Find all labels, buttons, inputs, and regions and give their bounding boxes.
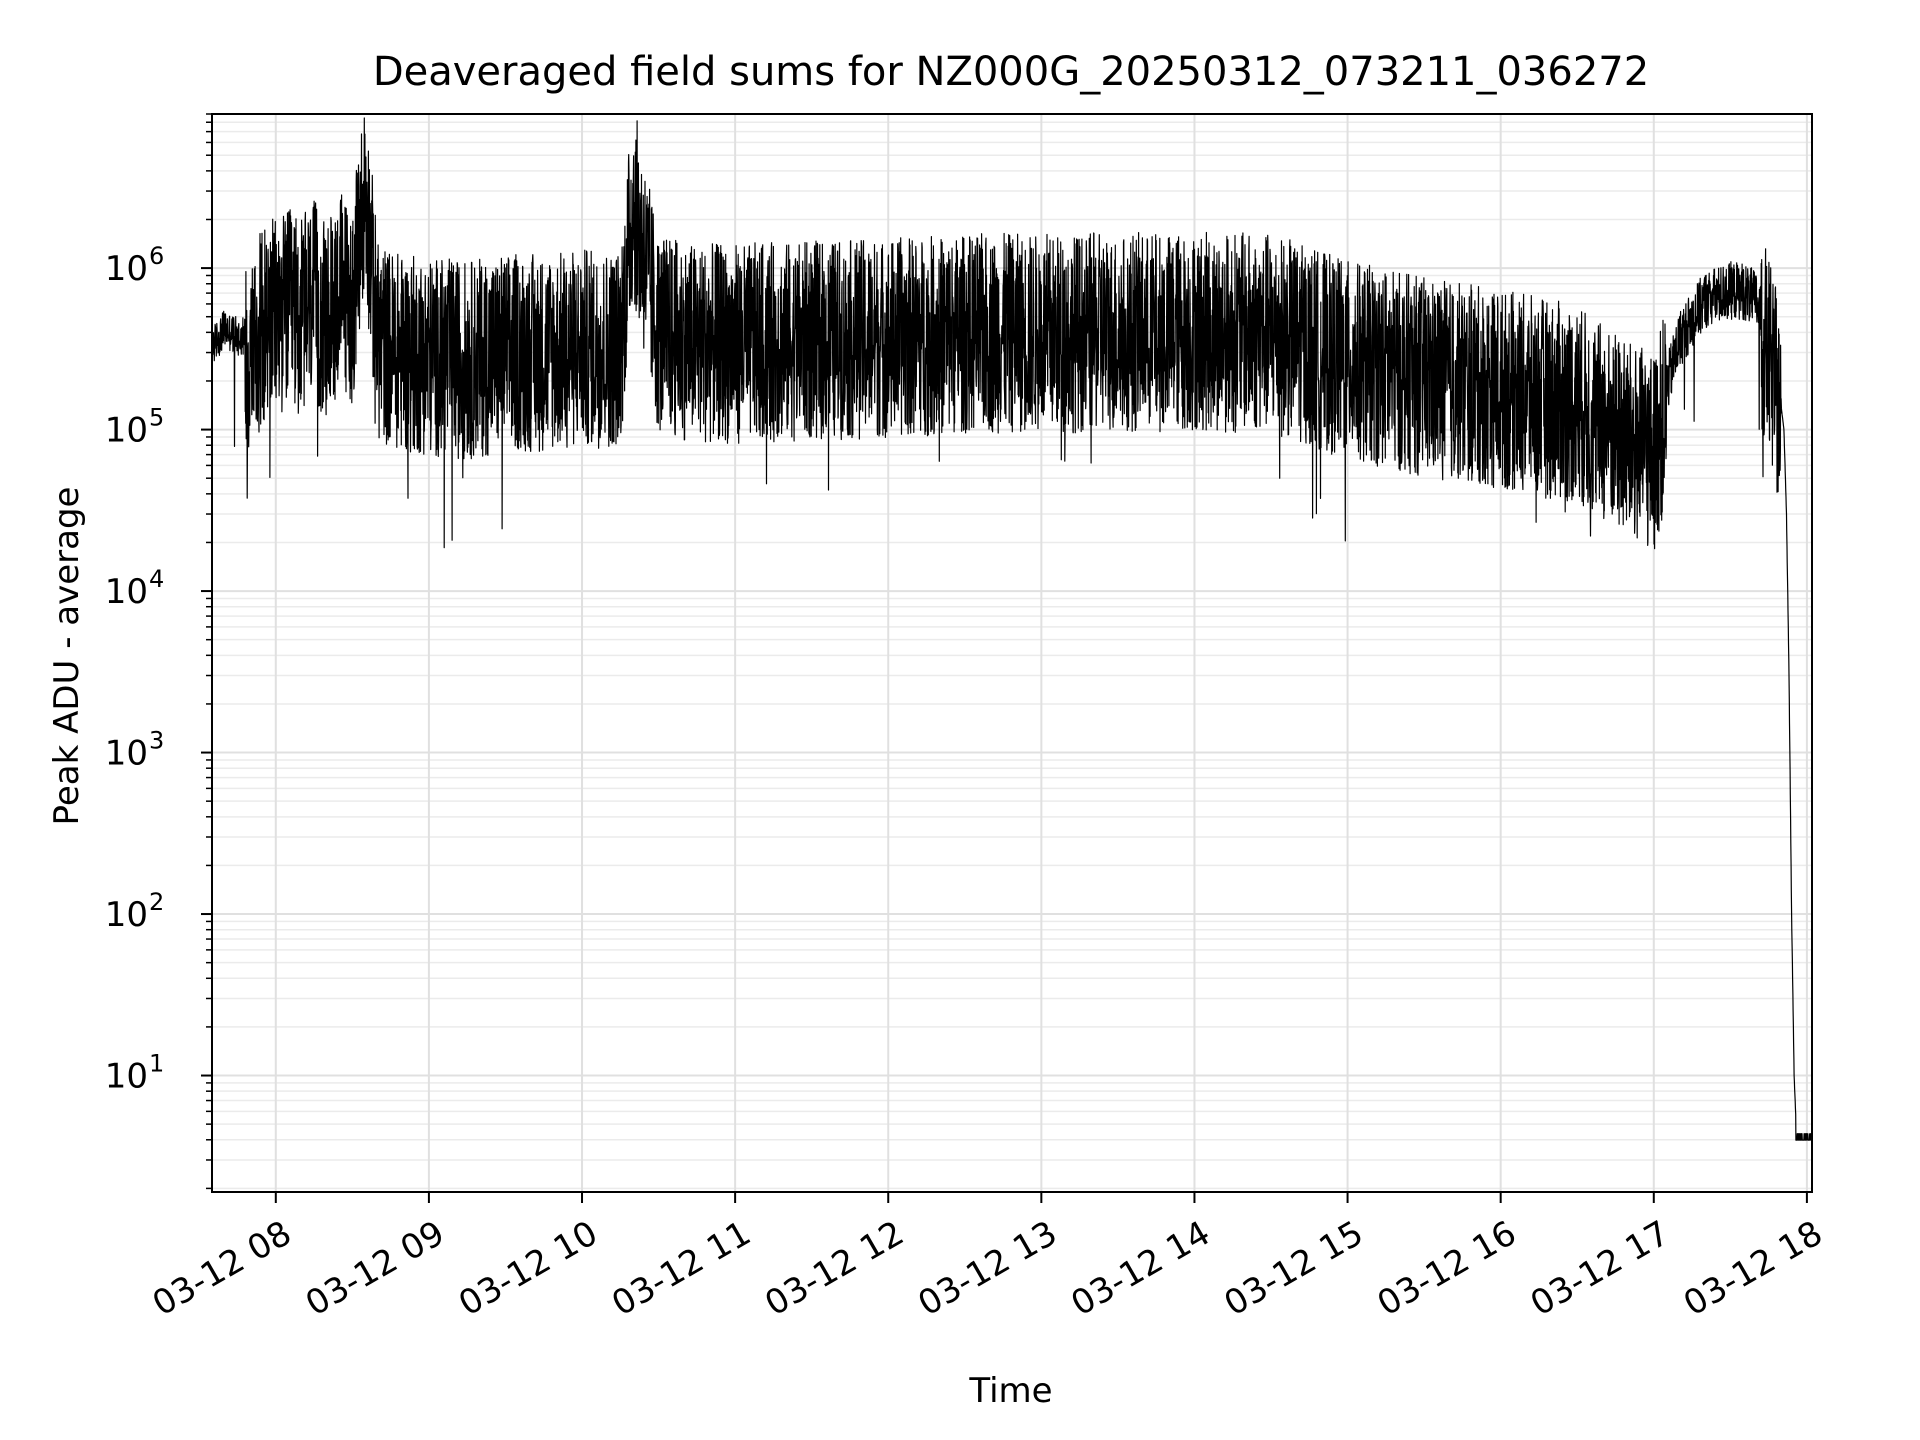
- y-axis-label: Peak ADU - average: [47, 487, 87, 826]
- y-tick-label: 10: [105, 1057, 148, 1097]
- y-tick-label: 10: [105, 895, 148, 935]
- y-tick-label: 10: [105, 734, 148, 774]
- y-tick-label-exponent: 2: [149, 888, 164, 916]
- chart-title: Deaveraged field sums for NZ000G_2025031…: [373, 49, 1649, 95]
- y-tick-label-exponent: 5: [149, 404, 164, 432]
- y-tick-label: 10: [105, 572, 148, 612]
- y-tick-label-exponent: 4: [149, 565, 164, 593]
- y-tick-label-exponent: 3: [149, 727, 164, 755]
- y-tick-label: 10: [105, 249, 148, 289]
- y-tick-label-exponent: 6: [149, 242, 164, 270]
- y-tick-label-exponent: 1: [149, 1050, 164, 1078]
- y-tick-label: 10: [105, 411, 148, 451]
- plot-frame: [211, 113, 1813, 1193]
- series-line: [211, 117, 1813, 1141]
- x-axis-label: Time: [968, 1371, 1052, 1411]
- series-layer: [211, 117, 1813, 1141]
